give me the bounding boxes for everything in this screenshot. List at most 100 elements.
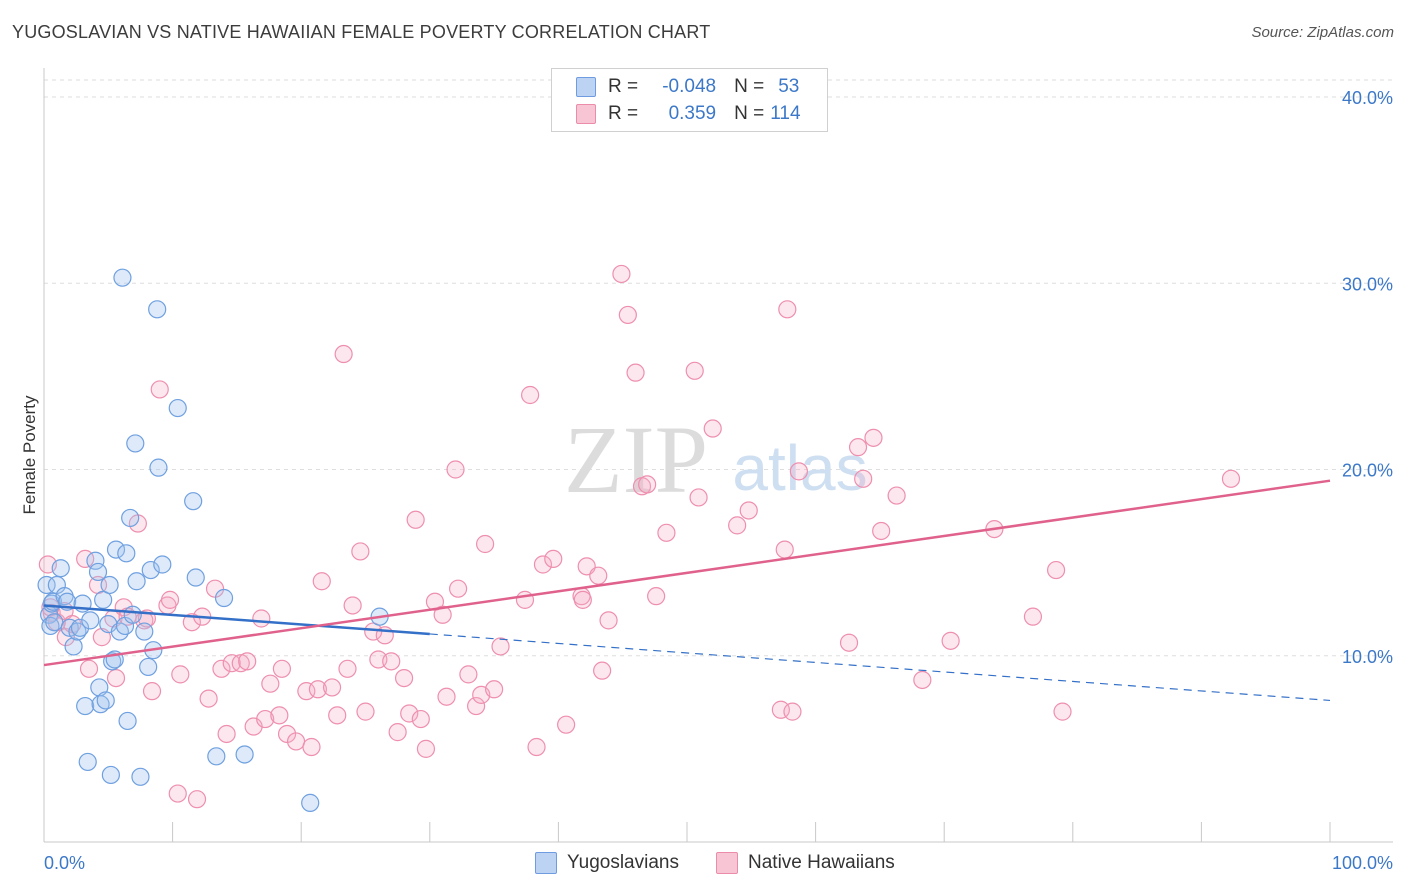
r-label: R = bbox=[608, 103, 639, 124]
yugoslavian-point bbox=[101, 765, 120, 785]
n-value: 114 bbox=[770, 103, 801, 124]
native-hawaiian-point bbox=[388, 723, 407, 742]
native-hawaiian-point bbox=[573, 590, 592, 609]
yugoslavian-point bbox=[70, 618, 90, 637]
native-hawaiian-point bbox=[789, 462, 808, 481]
yugoslavian-point bbox=[184, 492, 203, 511]
watermark-atlas: atlas bbox=[732, 432, 867, 504]
native-hawaiian-point bbox=[557, 715, 576, 734]
legend-item-yugoslavians: Yugoslavians bbox=[535, 852, 679, 874]
yugoslavian-point bbox=[207, 747, 226, 766]
native-hawaiian-point bbox=[1221, 469, 1241, 488]
watermark-zip: ZIP bbox=[564, 406, 708, 513]
yugoslavian-point bbox=[301, 793, 320, 812]
yugoslavian-point bbox=[110, 622, 129, 641]
yugoslavian-point bbox=[168, 398, 187, 418]
native-hawaiian-point bbox=[171, 665, 190, 684]
yugoslavian-point bbox=[78, 752, 97, 772]
native-hawaiian-point bbox=[106, 668, 126, 688]
native-hawaiian-point bbox=[238, 652, 257, 671]
native-hawaiian-point bbox=[1023, 607, 1043, 626]
yugoslavian-point bbox=[214, 588, 234, 608]
source-credit: Source: ZipAtlas.com bbox=[1251, 24, 1394, 41]
native-hawaiian-point bbox=[150, 380, 169, 399]
yugoslavian-point bbox=[100, 575, 119, 595]
native-hawaiian-point bbox=[212, 659, 231, 678]
y-tick-label: 40.0% bbox=[1342, 88, 1393, 108]
native-hawaiian-point bbox=[612, 264, 631, 284]
native-hawaiian-point bbox=[400, 704, 419, 723]
legend-item-native-hawaiians: Native Hawaiians bbox=[716, 852, 895, 874]
yugoslavian-point bbox=[113, 268, 132, 287]
y-tick-label: 10.0% bbox=[1342, 647, 1393, 667]
n-value: 53 bbox=[778, 76, 800, 97]
native-hawaiian-point bbox=[626, 363, 645, 382]
native-hawaiians-swatch bbox=[576, 104, 596, 124]
yugoslavian-point bbox=[149, 458, 168, 477]
native-hawaiian-point bbox=[270, 706, 289, 725]
native-hawaiian-point bbox=[411, 709, 430, 729]
native-hawaiian-point bbox=[599, 611, 618, 630]
native-hawaiian-point bbox=[142, 682, 162, 701]
native-hawaiian-point bbox=[168, 784, 187, 803]
native-hawaiian-point bbox=[544, 549, 563, 569]
yugoslavian-point bbox=[127, 572, 146, 591]
yugoslavian-point bbox=[51, 559, 70, 578]
yugoslavian-point bbox=[106, 540, 126, 559]
native-hawaiian-point bbox=[589, 566, 608, 585]
native-hawaiian-point bbox=[941, 631, 960, 650]
native-hawaiian-point bbox=[160, 590, 180, 609]
native-hawaiian-point bbox=[302, 737, 321, 757]
yugoslavian-point bbox=[86, 551, 105, 570]
legend-row-yugoslavians: R = -0.048 N = 53 bbox=[576, 75, 799, 99]
r-label: R = bbox=[608, 76, 639, 97]
yugoslavian-point bbox=[153, 555, 172, 574]
native-hawaiian-point bbox=[256, 709, 275, 729]
r-value: 0.359 bbox=[668, 103, 717, 124]
native-hawaiian-point bbox=[848, 438, 868, 457]
yugoslavian-point bbox=[139, 657, 158, 677]
yugoslavian-point bbox=[148, 300, 167, 319]
yugoslavian-point bbox=[117, 544, 136, 563]
legend-label-native-hawaiians: Native Hawaiians bbox=[748, 852, 895, 873]
native-hawaiian-point bbox=[448, 579, 468, 598]
native-hawaiian-point bbox=[638, 475, 657, 494]
native-hawaiian-point bbox=[199, 689, 218, 708]
axes bbox=[43, 68, 1393, 843]
yugoslavians-trend-dashed bbox=[429, 633, 1331, 702]
native-hawaiians-points bbox=[38, 264, 1241, 809]
native-hawaiian-point bbox=[783, 702, 802, 721]
native-hawaiian-point bbox=[739, 501, 758, 520]
native-hawaiian-point bbox=[872, 521, 891, 541]
native-hawaiian-point bbox=[778, 300, 797, 319]
native-hawaiian-point bbox=[356, 702, 375, 721]
native-hawaiian-point bbox=[217, 724, 236, 744]
native-hawaiians-trend bbox=[43, 479, 1331, 667]
native-hawaiian-point bbox=[887, 486, 906, 505]
native-hawaiian-point bbox=[182, 613, 201, 632]
native-hawaiian-point bbox=[433, 605, 452, 624]
native-hawaiian-point bbox=[272, 659, 292, 678]
yugoslavian-point bbox=[96, 691, 115, 710]
yugoslavian-point bbox=[64, 637, 83, 656]
native-hawaiian-point bbox=[382, 652, 401, 671]
native-hawaiian-point bbox=[491, 637, 510, 656]
yugoslavian-point bbox=[131, 767, 150, 786]
x-tick-label-min: 0.0% bbox=[44, 853, 85, 873]
yugoslavian-point bbox=[118, 711, 137, 731]
y-tick-label: 20.0% bbox=[1342, 461, 1393, 481]
native-hawaiian-point bbox=[485, 680, 504, 699]
native-hawaiian-point bbox=[437, 687, 456, 706]
yugoslavian-point bbox=[81, 611, 100, 630]
n-label: N = bbox=[734, 76, 765, 97]
series-legend: Yugoslavians Native Hawaiians bbox=[0, 850, 1406, 878]
n-label: N = bbox=[734, 103, 765, 124]
native-hawaiian-point bbox=[231, 654, 250, 673]
native-hawaiian-point bbox=[79, 659, 99, 678]
correlation-legend: R = -0.048 N = 53 R = 0.359 N = 114 bbox=[551, 68, 828, 132]
native-hawaiian-point bbox=[515, 590, 535, 609]
yugoslavian-point bbox=[123, 605, 142, 624]
x-tick-label-max: 100.0% bbox=[1332, 853, 1393, 873]
native-hawaiian-point bbox=[647, 587, 666, 606]
